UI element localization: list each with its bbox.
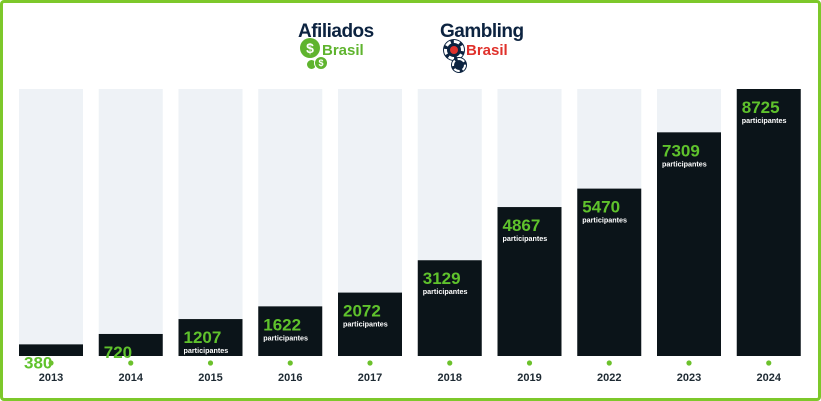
axis-dot <box>766 360 772 366</box>
bar-unit-label: participantes <box>662 159 707 168</box>
small-chip-icon <box>452 58 466 72</box>
bar <box>258 306 323 356</box>
bar-value-label: 3129 <box>423 269 461 288</box>
year-label: 2016 <box>278 372 302 384</box>
afiliados-logo-subtitle: Brasil <box>322 42 364 59</box>
axis-dot <box>287 360 293 366</box>
year-label: 2018 <box>438 372 462 384</box>
bar-unit-label: participantes <box>423 287 468 296</box>
bar-value-label: 5470 <box>582 198 620 217</box>
axis-dot <box>447 360 453 366</box>
bar-track <box>178 89 243 356</box>
bar-unit-label: participantes <box>104 361 149 370</box>
coin-icon: $ <box>314 56 328 70</box>
year-label: 2013 <box>39 372 63 384</box>
bar-value-label: 380 <box>24 353 52 372</box>
bar <box>577 188 642 356</box>
bar-unit-label: participantes <box>742 116 787 125</box>
year-label: 2019 <box>517 372 541 384</box>
axis-dot <box>686 360 692 366</box>
year-label: 2024 <box>757 372 782 384</box>
gambling-brasil-logo: Gambling Brasil <box>440 22 540 72</box>
bar <box>338 292 402 356</box>
axis-dot <box>48 360 54 366</box>
year-label: 2014 <box>119 372 144 384</box>
chip-center-icon <box>450 46 458 54</box>
axis-dot <box>526 360 533 366</box>
year-label: 2015 <box>198 372 222 384</box>
bar-unit-label: participantes <box>582 216 627 225</box>
bar-value-label: 4867 <box>503 216 541 235</box>
gambling-logo-title: Gambling <box>440 21 524 42</box>
afiliados-brasil-logo: Afiliados $ $ Brasil <box>298 22 388 72</box>
bar-value-label: 8725 <box>742 98 780 117</box>
bar <box>417 260 482 356</box>
bar-value-label: 1622 <box>263 315 301 334</box>
bar <box>736 89 801 356</box>
bar <box>657 132 721 356</box>
bar-value-label: 1207 <box>184 328 222 347</box>
bar-track <box>98 89 163 356</box>
bar-track <box>19 89 83 356</box>
afiliados-logo-title: Afiliados <box>298 21 374 42</box>
year-label: 2022 <box>597 372 621 384</box>
bar-value-label: 2072 <box>343 302 381 321</box>
axis-dot <box>207 360 214 366</box>
dollar-coins-icon: $ <box>300 38 320 58</box>
bar-unit-label: participantes <box>503 234 548 243</box>
bar-unit-label: participantes <box>263 333 308 342</box>
bar-value-label: 720 <box>104 343 132 362</box>
bar <box>497 207 562 356</box>
bar-unit-label: participantes <box>24 371 69 380</box>
bar-value-label: 7309 <box>662 141 700 160</box>
gambling-logo-subtitle: Brasil <box>466 42 508 59</box>
bar-unit-label: participantes <box>343 320 388 329</box>
bar-unit-label: participantes <box>184 346 229 355</box>
axis-dot <box>128 360 134 366</box>
axis-dot <box>606 360 612 366</box>
bar <box>178 319 243 356</box>
bar <box>98 333 163 356</box>
year-label: 2023 <box>677 372 701 384</box>
year-label: 2017 <box>358 372 382 384</box>
axis-dot <box>367 360 373 366</box>
bar <box>19 344 83 356</box>
